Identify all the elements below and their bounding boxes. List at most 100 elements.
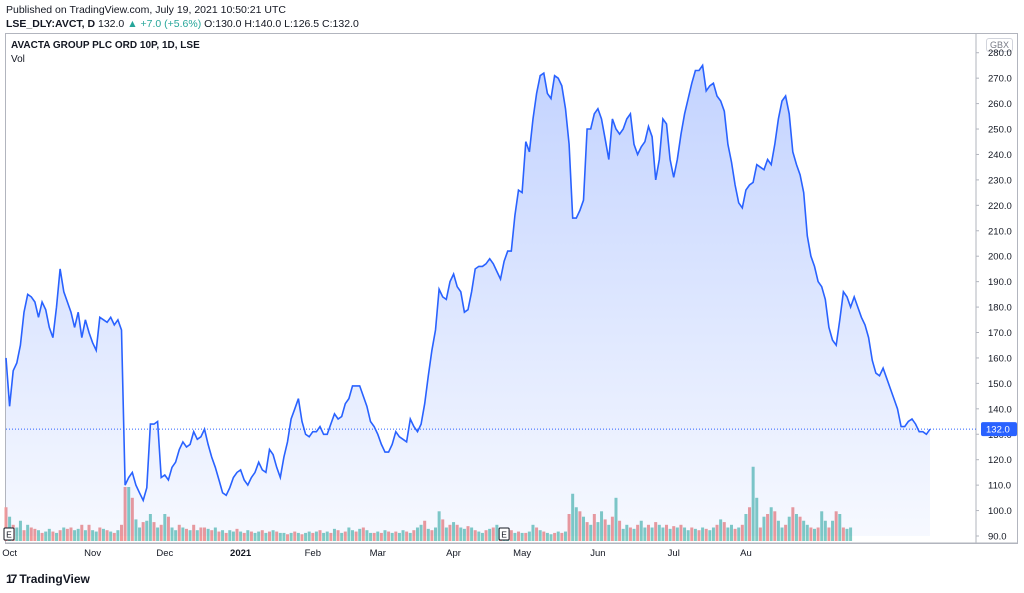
y-tick-label: 280.0 xyxy=(988,48,1012,59)
y-tick-label: 100.0 xyxy=(988,506,1012,517)
price-change: ▲ +7.0 (+5.6%) xyxy=(127,18,202,30)
volume-bar xyxy=(545,532,549,541)
volume-bar xyxy=(314,531,318,541)
published-note: Published on TradingView.com, July 19, 2… xyxy=(6,4,286,16)
volume-bar xyxy=(109,531,113,541)
y-tick-label: 140.0 xyxy=(988,404,1012,415)
symbol-label: LSE_DLY:AVCT, D xyxy=(6,18,96,30)
volume-bar xyxy=(224,532,228,541)
x-tick-label: May xyxy=(513,548,531,559)
y-tick-label: 250.0 xyxy=(988,125,1012,136)
y-tick-label: 230.0 xyxy=(988,175,1012,186)
x-tick-label: Nov xyxy=(84,548,101,559)
earnings-marker-label: E xyxy=(6,530,12,540)
volume-bar xyxy=(354,531,358,541)
volume-bar xyxy=(520,532,524,541)
y-tick-label: 260.0 xyxy=(988,99,1012,110)
x-tick-label: Oct xyxy=(2,548,17,559)
volume-bar xyxy=(249,531,253,541)
volume-bar xyxy=(217,531,221,541)
last-price-label: 132.0 xyxy=(986,425,1010,436)
volume-bar xyxy=(307,531,311,541)
y-tick-label: 150.0 xyxy=(988,379,1012,390)
y-tick-label: 180.0 xyxy=(988,303,1012,314)
x-tick-label: 2021 xyxy=(230,548,252,559)
volume-bar xyxy=(231,531,235,541)
x-tick-label: Apr xyxy=(446,548,461,559)
symbol-ohlc-line: LSE_DLY:AVCT, D 132.0 ▲ +7.0 (+5.6%) O:1… xyxy=(6,18,359,30)
volume-bar xyxy=(289,532,293,541)
currency-badge[interactable]: GBX xyxy=(986,38,1014,52)
volume-bar xyxy=(517,531,521,541)
volume-bar xyxy=(257,531,261,541)
y-tick-label: 240.0 xyxy=(988,150,1012,161)
earnings-marker-label: E xyxy=(501,530,507,540)
y-tick-label: 210.0 xyxy=(988,226,1012,237)
volume-bar xyxy=(387,531,391,541)
tradingview-logo[interactable]: 17 TradingView xyxy=(6,572,90,586)
volume-bar xyxy=(264,532,268,541)
price-area xyxy=(6,65,930,537)
volume-bar xyxy=(322,532,326,541)
volume-bar xyxy=(542,531,546,541)
volume-bar xyxy=(44,531,48,541)
logo-mark: 17 xyxy=(6,572,17,586)
volume-bar xyxy=(286,534,290,541)
volume-bar xyxy=(311,532,315,541)
volume-bar xyxy=(379,532,383,541)
volume-bar xyxy=(242,532,246,541)
y-tick-label: 120.0 xyxy=(988,455,1012,466)
volume-bar xyxy=(293,531,297,541)
x-tick-label: Jun xyxy=(590,548,605,559)
volume-bar xyxy=(553,532,557,541)
volume-bar xyxy=(376,531,380,541)
volume-bar xyxy=(275,531,279,541)
volume-bar xyxy=(372,532,376,541)
volume-bar xyxy=(300,534,304,541)
y-tick-label: 220.0 xyxy=(988,201,1012,212)
y-tick-label: 110.0 xyxy=(988,481,1011,492)
y-tick-label: 160.0 xyxy=(988,353,1012,364)
volume-bar xyxy=(397,532,401,541)
volume-bar xyxy=(556,531,560,541)
volume-bar xyxy=(267,531,271,541)
volume-bar xyxy=(296,532,300,541)
chart-title: AVACTA GROUP PLC ORD 10P, 1D, LSE xyxy=(11,40,200,51)
x-tick-label: Dec xyxy=(156,548,173,559)
x-tick-label: Feb xyxy=(305,548,321,559)
volume-bar xyxy=(480,532,484,541)
price-line xyxy=(5,63,931,503)
volume-bar xyxy=(112,532,116,541)
volume-bar xyxy=(390,532,394,541)
volume-bar xyxy=(343,531,347,541)
volume-bar xyxy=(394,531,398,541)
earnings-marker xyxy=(498,527,510,541)
volume-bar xyxy=(94,531,98,541)
volume-bar xyxy=(253,532,257,541)
y-tick-label: 190.0 xyxy=(988,277,1012,288)
y-tick-label: 170.0 xyxy=(988,328,1012,339)
volume-bar xyxy=(329,532,333,541)
earnings-marker xyxy=(3,527,15,541)
x-tick-label: Jul xyxy=(668,548,680,559)
last-price-badge xyxy=(981,422,1017,437)
volume-bar xyxy=(524,532,528,541)
volume-bar xyxy=(408,532,412,541)
last-price: 132.0 xyxy=(98,18,125,30)
y-tick-label: 270.0 xyxy=(988,74,1012,85)
volume-bar xyxy=(513,532,517,541)
volume-bar xyxy=(282,532,286,541)
volume-bar xyxy=(549,534,553,541)
logo-text: TradingView xyxy=(19,572,90,586)
volume-bar xyxy=(40,532,44,541)
volume-bar xyxy=(527,531,531,541)
volume-bar xyxy=(369,532,373,541)
volume-bar xyxy=(477,531,481,541)
volume-bar xyxy=(239,531,243,541)
ohlc-values: O:130.0 H:140.0 L:126.5 C:132.0 xyxy=(204,18,359,30)
x-tick-label: Au xyxy=(740,548,752,559)
volume-bar xyxy=(51,531,55,541)
y-tick-label: 200.0 xyxy=(988,252,1012,263)
x-tick-label: Mar xyxy=(370,548,386,559)
